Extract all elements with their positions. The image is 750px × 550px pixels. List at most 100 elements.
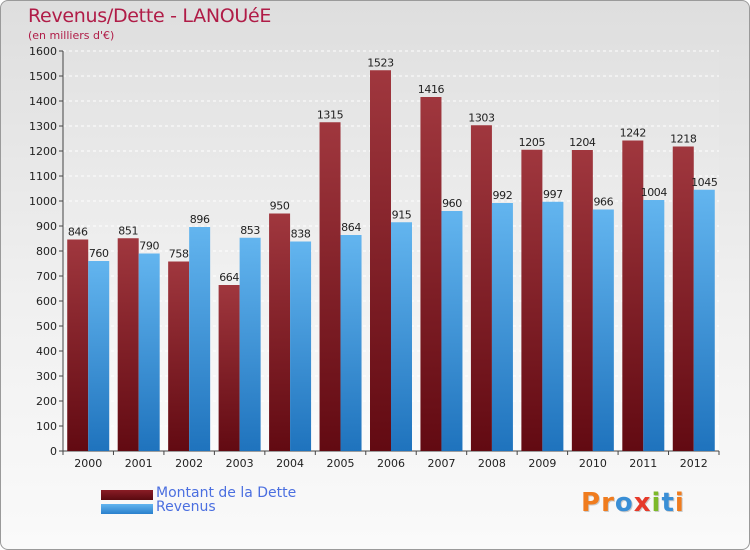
value-label-revenus: 864: [341, 221, 361, 234]
bar-revenus: [340, 235, 362, 451]
value-label-dette: 1242: [620, 127, 646, 140]
y-tick-label: 1400: [29, 95, 57, 108]
y-tick-label: 0: [50, 445, 57, 458]
x-tick-label: 2005: [327, 457, 355, 470]
value-label-dette: 758: [169, 248, 189, 261]
x-tick-label: 2008: [478, 457, 506, 470]
bar-revenus: [138, 253, 160, 451]
bar-dette: [370, 70, 391, 451]
legend-label-revenus: Revenus: [156, 499, 216, 515]
value-label-dette: 1204: [569, 136, 596, 149]
y-tick-label: 800: [36, 245, 57, 258]
legend-item-revenus: Revenus: [101, 499, 361, 517]
logo-letter: i: [674, 488, 685, 518]
legend-swatch-revenus: [101, 504, 153, 514]
y-tick-label: 600: [36, 295, 57, 308]
bar-dette: [117, 238, 139, 451]
bar-revenus: [441, 211, 463, 451]
x-tick-label: 2004: [276, 457, 304, 470]
x-tick-label: 2001: [125, 457, 153, 470]
bar-revenus: [391, 222, 412, 451]
chart-title: Revenus/Dette - LANOUéE: [28, 5, 272, 27]
value-label-revenus: 992: [493, 189, 513, 202]
bar-dette: [67, 239, 89, 451]
y-tick-label: 1200: [29, 145, 57, 158]
value-label-dette: 1218: [670, 133, 697, 146]
y-tick-label: 900: [36, 220, 57, 233]
legend-label-dette: Montant de la Dette: [156, 485, 297, 501]
x-tick-label: 2007: [427, 457, 455, 470]
bar-revenus: [189, 227, 211, 451]
bar-dette: [672, 146, 694, 451]
value-label-dette: 1303: [468, 111, 495, 124]
y-tick-label: 300: [36, 370, 57, 383]
logo-letter: o: [614, 488, 634, 518]
logo-letter: P: [581, 488, 602, 518]
value-label-revenus: 960: [442, 197, 462, 210]
x-tick-label: 2012: [680, 457, 708, 470]
value-label-revenus: 997: [543, 188, 563, 201]
x-tick-label: 2011: [629, 457, 657, 470]
legend-item-dette: Montant de la Dette: [101, 485, 361, 503]
value-label-dette: 1523: [367, 56, 394, 69]
logo-letter: i: [651, 488, 662, 518]
bar-revenus: [491, 203, 513, 451]
y-tick-label: 700: [36, 270, 57, 283]
bar-revenus: [693, 189, 715, 451]
y-tick-label: 200: [36, 395, 57, 408]
y-tick-label: 100: [36, 420, 57, 433]
bar-dette: [622, 140, 644, 451]
value-label-revenus: 760: [89, 247, 109, 260]
legend-swatch-dette: [101, 490, 153, 500]
logo-letter: x: [633, 488, 652, 518]
x-tick-label: 2010: [579, 457, 607, 470]
value-label-dette: 1205: [519, 136, 546, 149]
x-tick-label: 2002: [175, 457, 203, 470]
bar-dette: [571, 150, 593, 451]
value-label-revenus: 853: [240, 224, 260, 237]
value-label-revenus: 896: [190, 213, 210, 226]
value-label-dette: 664: [219, 271, 239, 284]
value-label-revenus: 966: [593, 196, 613, 209]
bar-revenus: [290, 241, 312, 451]
y-tick-label: 1000: [29, 195, 57, 208]
bar-revenus: [88, 261, 110, 451]
x-tick-label: 2006: [377, 457, 405, 470]
y-tick-label: 1100: [29, 170, 57, 183]
x-tick-label: 2003: [226, 457, 254, 470]
proxiti-logo: Proxiti: [581, 488, 685, 518]
value-label-dette: 1416: [418, 83, 445, 96]
bar-dette: [470, 125, 492, 451]
x-tick-label: 2000: [74, 457, 102, 470]
logo-letter: r: [601, 488, 615, 518]
value-label-revenus: 915: [392, 208, 412, 221]
x-tick-label: 2009: [528, 457, 556, 470]
bar-dette: [168, 261, 190, 451]
bar-dette: [420, 97, 442, 451]
bar-revenus: [592, 209, 614, 451]
y-tick-label: 400: [36, 345, 57, 358]
bar-dette: [218, 285, 240, 451]
y-tick-label: 1300: [29, 120, 57, 133]
value-label-dette: 1315: [317, 108, 344, 121]
value-label-revenus: 838: [291, 228, 311, 241]
bar-dette: [319, 122, 341, 451]
chart-subtitle: (en milliers d'€): [28, 29, 115, 42]
y-tick-label: 1500: [29, 70, 57, 83]
bar-revenus: [542, 201, 564, 451]
bar-dette: [521, 149, 543, 451]
y-tick-label: 500: [36, 320, 57, 333]
value-label-revenus: 790: [139, 240, 159, 253]
bar-revenus: [239, 237, 261, 451]
logo-letter: t: [661, 488, 675, 518]
bar-dette: [269, 213, 291, 451]
value-label-revenus: 1004: [641, 186, 668, 199]
value-label-dette: 846: [68, 226, 88, 239]
value-label-dette: 851: [118, 224, 138, 237]
y-tick-label: 1600: [29, 45, 57, 58]
value-label-dette: 950: [270, 200, 290, 213]
value-label-revenus: 1045: [691, 176, 718, 189]
bar-revenus: [643, 200, 665, 451]
